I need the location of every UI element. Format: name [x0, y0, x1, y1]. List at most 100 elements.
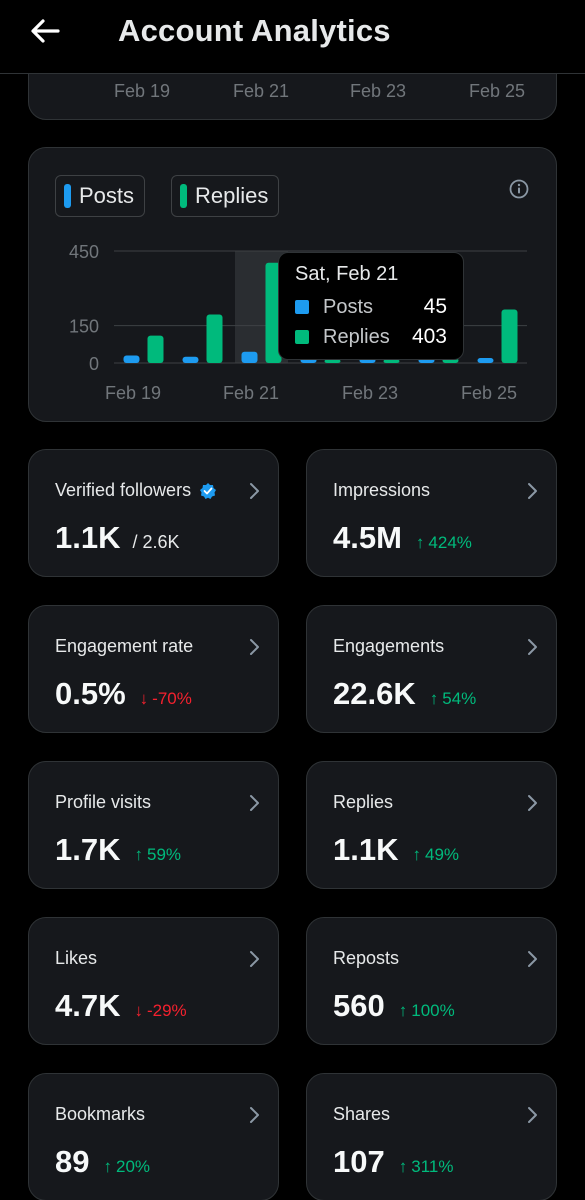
prev-x-label: Feb 25: [469, 81, 526, 101]
metric-delta-value: 49%: [424, 845, 460, 864]
metric-card[interactable]: Profile visits 1.7K ↑ 59%: [28, 761, 279, 889]
metric-label-row: Reposts: [333, 948, 399, 969]
x-tick-label: Feb 25: [461, 383, 517, 403]
metric-card[interactable]: Shares 107 ↑ 311%: [306, 1073, 557, 1200]
metric-delta: ↓ -70%: [140, 689, 192, 709]
metric-card[interactable]: Bookmarks 89 ↑ 20%: [28, 1073, 279, 1200]
x-tick-label: Feb 21: [223, 383, 279, 403]
metric-label-row: Profile visits: [55, 792, 151, 813]
metric-delta: ↑ 100%: [399, 1001, 455, 1021]
metric-value: 107: [333, 1144, 385, 1179]
tooltip-row-replies: Replies 403: [295, 322, 447, 352]
metric-delta: ↓ -29%: [134, 1001, 186, 1021]
metric-label: Shares: [333, 1104, 391, 1124]
tooltip-posts-label: Posts: [323, 295, 374, 318]
metric-delta: ↑ 311%: [399, 1157, 454, 1177]
replies-bar: [324, 359, 341, 363]
metric-delta: ↑ 424%: [416, 533, 472, 553]
arrow-down-icon: ↓: [134, 1001, 143, 1020]
tooltip-replies-swatch: [295, 330, 309, 344]
metric-label-row: Engagements: [333, 636, 444, 657]
metric-label: Replies: [333, 792, 394, 812]
metric-label-row: Bookmarks: [55, 1104, 145, 1125]
metric-delta-value: 424%: [428, 533, 472, 552]
metric-label: Engagements: [333, 636, 445, 656]
metric-delta-value: 59%: [146, 845, 182, 864]
metric-label: Bookmarks: [55, 1104, 146, 1124]
previous-chart-card: Feb 19 Feb 21 Feb 23 Feb 25: [28, 74, 557, 120]
verified-badge-icon: [200, 482, 217, 499]
metric-value-row: 1.1K ↑ 49%: [333, 832, 459, 868]
chevron-right-icon: [528, 951, 537, 967]
legend-replies-label: Replies: [195, 183, 269, 208]
y-tick-label: 150: [69, 317, 99, 337]
legend-posts-toggle[interactable]: Posts: [55, 175, 146, 217]
metric-value-row: 22.6K ↑ 54%: [333, 676, 476, 712]
info-icon[interactable]: [508, 178, 530, 200]
posts-bar: [241, 351, 258, 363]
metric-value-row: 1.7K ↑ 59%: [55, 832, 181, 868]
metric-label-row: Shares: [333, 1104, 390, 1125]
metric-card[interactable]: Engagement rate 0.5% ↓ -70%: [28, 605, 279, 733]
page-title: Account Analytics: [118, 13, 391, 48]
legend-posts-label: Posts: [79, 183, 135, 208]
prev-x-label: Feb 21: [233, 81, 290, 101]
y-tick-label: 0: [89, 354, 99, 374]
posts-bar: [182, 356, 199, 363]
back-arrow-icon[interactable]: [28, 14, 62, 48]
metric-value: 1.1K: [333, 832, 399, 867]
metric-label-row: Verified followers: [55, 480, 217, 501]
arrow-down-icon: ↓: [139, 689, 149, 708]
tooltip-replies-label: Replies: [323, 325, 390, 348]
metric-value: 89: [55, 1144, 90, 1179]
metric-value-row: 4.5M ↑ 424%: [333, 520, 472, 556]
chevron-right-icon: [528, 483, 537, 499]
top-bar: Account Analytics: [0, 0, 585, 74]
chevron-right-icon: [528, 795, 537, 811]
metric-value: 22.6K: [333, 676, 416, 711]
prev-x-label: Feb 19: [114, 81, 171, 101]
tooltip-posts-swatch: [295, 300, 309, 314]
metric-value: 4.7K: [55, 988, 121, 1023]
metric-card[interactable]: Replies 1.1K ↑ 49%: [306, 761, 557, 889]
metric-value-row: 560 ↑ 100%: [333, 988, 455, 1024]
metric-delta-value: 100%: [411, 1001, 455, 1020]
posts-bar: [123, 355, 140, 363]
analytics-content[interactable]: Feb 19 Feb 21 Feb 23 Feb 25 Posts Replie…: [0, 74, 585, 1200]
posts-bar: [477, 358, 494, 363]
replies-bar: [501, 309, 518, 363]
prev-x-label: Feb 23: [350, 81, 407, 101]
metric-total: / 2.6K: [132, 532, 180, 552]
metric-label-row: Impressions: [333, 480, 430, 501]
metric-delta-value: -70%: [152, 689, 192, 708]
arrow-up-icon: ↑: [412, 845, 421, 864]
metric-card[interactable]: Likes 4.7K ↓ -29%: [28, 917, 279, 1045]
metric-label: Profile visits: [55, 792, 152, 812]
metric-label: Reposts: [333, 948, 400, 968]
metric-card[interactable]: Impressions 4.5M ↑ 424%: [306, 449, 557, 577]
metric-card[interactable]: Engagements 22.6K ↑ 54%: [306, 605, 557, 733]
arrow-up-icon: ↑: [134, 845, 143, 864]
chart-tooltip: Sat, Feb 21 Posts 45 Replies 403: [278, 252, 464, 360]
legend-replies-toggle[interactable]: Replies: [171, 175, 280, 217]
metric-value-row: 89 ↑ 20%: [55, 1144, 150, 1180]
chevron-right-icon: [250, 951, 259, 967]
replies-bar: [206, 314, 223, 363]
metric-card[interactable]: Reposts 560 ↑ 100%: [306, 917, 557, 1045]
tooltip-row-posts: Posts 45: [295, 292, 447, 322]
metric-value: 4.5M: [333, 520, 402, 555]
x-tick-label: Feb 19: [105, 383, 161, 403]
metric-value-row: 4.7K ↓ -29%: [55, 988, 187, 1024]
metric-value-row: 1.1K / 2.6K: [55, 520, 180, 556]
tooltip-posts-value: 45: [423, 295, 447, 318]
posts-replies-chart-card: Posts Replies 450 150 0 Feb 19 Feb 21 Feb 23 F…: [28, 147, 557, 422]
metric-card[interactable]: Verified followers 1.1K / 2.6K: [28, 449, 279, 577]
chevron-right-icon: [250, 639, 259, 655]
metric-value: 560: [333, 988, 385, 1023]
replies-bar: [147, 335, 164, 363]
chevron-right-icon: [250, 483, 259, 499]
metric-delta: ↑ 49%: [412, 845, 459, 865]
metric-label: Verified followers: [55, 480, 192, 500]
metric-delta-value: 311%: [411, 1157, 454, 1176]
metric-delta: ↑ 54%: [430, 689, 477, 709]
